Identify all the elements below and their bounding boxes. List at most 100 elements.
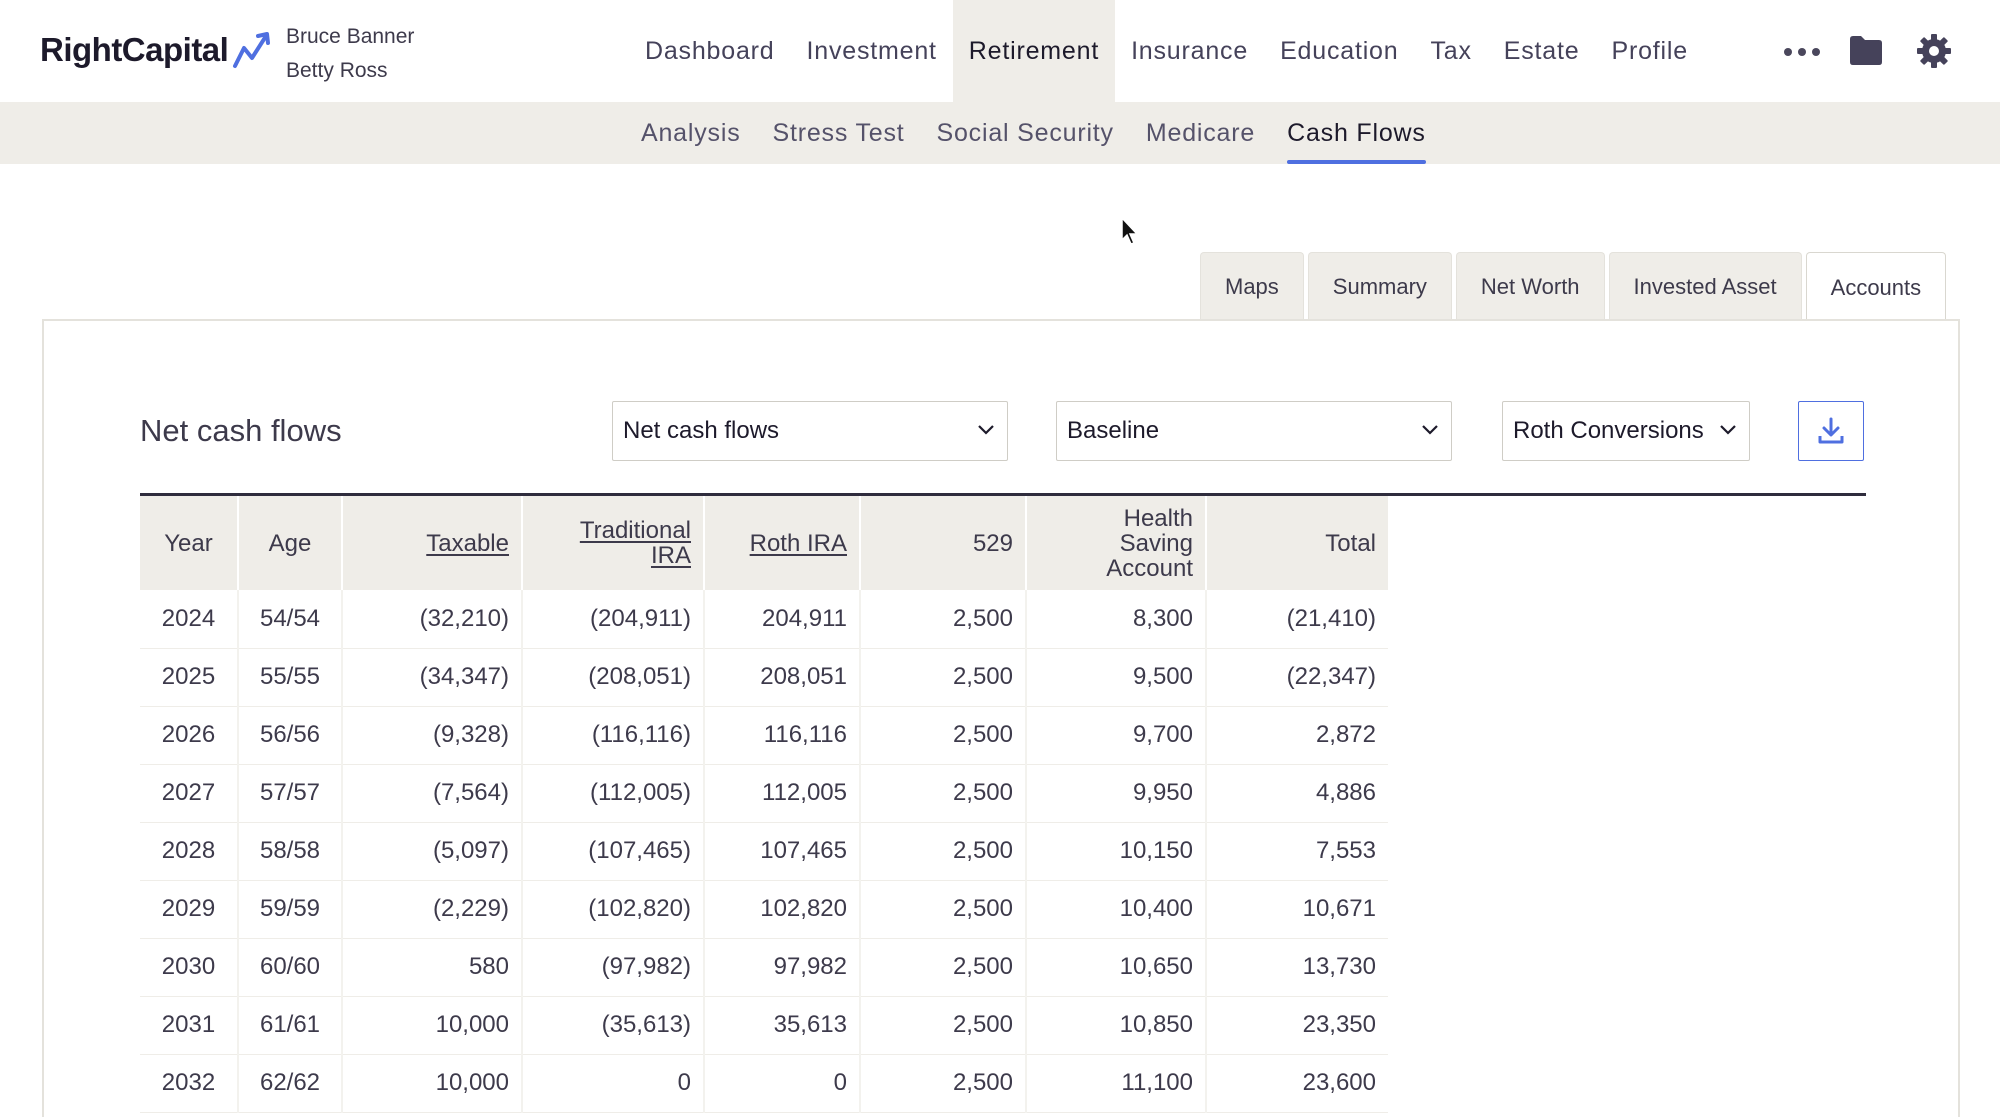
nav-dashboard[interactable]: Dashboard bbox=[645, 36, 775, 65]
strategy-select[interactable]: Roth Conversions bbox=[1502, 401, 1750, 461]
cell-total: (21,410) bbox=[1206, 590, 1388, 649]
nav-tax[interactable]: Tax bbox=[1430, 36, 1472, 65]
cell-hsa: 10,850 bbox=[1026, 996, 1207, 1055]
chevron-down-icon bbox=[978, 425, 994, 435]
client-names[interactable]: Bruce Banner Betty Ross bbox=[286, 20, 414, 88]
table-row: 2028 58/58 (5,097) (107,465) 107,465 2,5… bbox=[140, 822, 1388, 881]
cell-year: 2030 bbox=[140, 938, 239, 997]
col-year: Year bbox=[140, 496, 239, 590]
cell-roth-ira: 35,613 bbox=[704, 996, 861, 1055]
logo-text: RightCapital bbox=[40, 31, 229, 68]
subnav-stress-test[interactable]: Stress Test bbox=[772, 118, 905, 147]
subnav-cash-flows[interactable]: Cash Flows bbox=[1271, 102, 1442, 164]
sub-nav: Analysis Stress Test Social Security Med… bbox=[625, 102, 1442, 164]
cell-age: 62/62 bbox=[238, 1054, 343, 1113]
col-529: 529 bbox=[860, 496, 1027, 590]
subnav-analysis[interactable]: Analysis bbox=[641, 118, 741, 147]
table-row: 2027 57/57 (7,564) (112,005) 112,005 2,5… bbox=[140, 764, 1388, 823]
cell-529: 2,500 bbox=[860, 764, 1027, 823]
gear-icon[interactable] bbox=[1916, 33, 1952, 69]
cell-roth-ira: 97,982 bbox=[704, 938, 861, 997]
cell-traditional-ira: (112,005) bbox=[522, 764, 705, 823]
nav-retirement[interactable]: Retirement bbox=[952, 0, 1116, 102]
table-body: 2024 54/54 (32,210) (204,911) 204,911 2,… bbox=[140, 590, 1388, 1113]
cell-529: 2,500 bbox=[860, 880, 1027, 939]
cell-roth-ira: 112,005 bbox=[704, 764, 861, 823]
nav-insurance[interactable]: Insurance bbox=[1131, 36, 1249, 65]
nav-estate[interactable]: Estate bbox=[1503, 36, 1580, 65]
tab-invested-asset[interactable]: Invested Asset bbox=[1608, 252, 1802, 320]
tab-summary[interactable]: Summary bbox=[1307, 252, 1452, 320]
cell-total: 2,872 bbox=[1206, 706, 1388, 765]
cell-hsa: 9,700 bbox=[1026, 706, 1207, 765]
cell-age: 55/55 bbox=[238, 648, 343, 707]
cell-traditional-ira: (102,820) bbox=[522, 880, 705, 939]
cell-traditional-ira: (35,613) bbox=[522, 996, 705, 1055]
cell-roth-ira: 102,820 bbox=[704, 880, 861, 939]
panel-title: Net cash flows bbox=[140, 413, 342, 448]
chevron-down-icon bbox=[1720, 425, 1736, 435]
sub-header: Analysis Stress Test Social Security Med… bbox=[0, 102, 2000, 164]
cell-total: 23,350 bbox=[1206, 996, 1388, 1055]
cell-529: 2,500 bbox=[860, 996, 1027, 1055]
cell-roth-ira: 116,116 bbox=[704, 706, 861, 765]
cell-year: 2027 bbox=[140, 764, 239, 823]
rightcapital-logo[interactable]: RightCapital bbox=[40, 30, 276, 70]
cell-529: 2,500 bbox=[860, 648, 1027, 707]
cell-traditional-ira: (107,465) bbox=[522, 822, 705, 881]
nav-education[interactable]: Education bbox=[1280, 36, 1399, 65]
nav-investment[interactable]: Investment bbox=[806, 36, 937, 65]
cell-taxable: (34,347) bbox=[342, 648, 523, 707]
tab-maps[interactable]: Maps bbox=[1200, 252, 1304, 320]
cell-age: 59/59 bbox=[238, 880, 343, 939]
cash-flow-type-select[interactable]: Net cash flows bbox=[612, 401, 1008, 461]
cell-total: 7,553 bbox=[1206, 822, 1388, 881]
col-taxable[interactable]: Taxable bbox=[342, 496, 523, 590]
cell-year: 2029 bbox=[140, 880, 239, 939]
subnav-medicare[interactable]: Medicare bbox=[1145, 118, 1256, 147]
col-traditional-ira[interactable]: Traditional IRA bbox=[522, 496, 705, 590]
folder-icon[interactable] bbox=[1848, 33, 1884, 67]
more-icon[interactable] bbox=[1784, 48, 1820, 56]
table-header-row: Year Age Taxable Traditional IRA Roth IRA… bbox=[140, 496, 1388, 590]
cell-hsa: 10,150 bbox=[1026, 822, 1207, 881]
cell-age: 58/58 bbox=[238, 822, 343, 881]
tab-net-worth[interactable]: Net Worth bbox=[1455, 252, 1605, 320]
cell-529: 2,500 bbox=[860, 706, 1027, 765]
table-row: 2026 56/56 (9,328) (116,116) 116,116 2,5… bbox=[140, 706, 1388, 765]
col-roth-ira[interactable]: Roth IRA bbox=[704, 496, 861, 590]
cell-roth-ira: 107,465 bbox=[704, 822, 861, 881]
logo-arrow-icon bbox=[233, 32, 271, 68]
table-row: 2031 61/61 10,000 (35,613) 35,613 2,500 … bbox=[140, 996, 1388, 1055]
col-health-saving-account: Health Saving Account bbox=[1026, 496, 1207, 590]
download-button[interactable] bbox=[1798, 401, 1864, 461]
table-top-rule bbox=[140, 493, 1866, 496]
cell-total: 10,671 bbox=[1206, 880, 1388, 939]
cell-traditional-ira: (204,911) bbox=[522, 590, 705, 649]
subnav-social-security[interactable]: Social Security bbox=[936, 118, 1114, 147]
cell-529: 2,500 bbox=[860, 938, 1027, 997]
cell-taxable: (9,328) bbox=[342, 706, 523, 765]
nav-profile[interactable]: Profile bbox=[1611, 36, 1688, 65]
tab-accounts[interactable]: Accounts bbox=[1805, 252, 1947, 322]
cell-age: 54/54 bbox=[238, 590, 343, 649]
cell-hsa: 11,100 bbox=[1026, 1054, 1207, 1113]
cell-age: 60/60 bbox=[238, 938, 343, 997]
scenario-select[interactable]: Baseline bbox=[1056, 401, 1452, 461]
accounts-panel: Net cash flows Net cash flows Baseline R… bbox=[42, 319, 1960, 1117]
cell-hsa: 9,500 bbox=[1026, 648, 1207, 707]
scenario-value: Baseline bbox=[1067, 417, 1160, 444]
cell-hsa: 10,650 bbox=[1026, 938, 1207, 997]
cell-total: 4,886 bbox=[1206, 764, 1388, 823]
strategy-value: Roth Conversions bbox=[1513, 417, 1704, 444]
view-tabs: Maps Summary Net Worth Invested Asset Ac… bbox=[1200, 252, 1947, 322]
cell-year: 2032 bbox=[140, 1054, 239, 1113]
cell-roth-ira: 204,911 bbox=[704, 590, 861, 649]
main-nav: Dashboard Investment Retirement Insuranc… bbox=[629, 0, 1704, 102]
chevron-down-icon bbox=[1422, 425, 1438, 435]
cell-total: 23,600 bbox=[1206, 1054, 1388, 1113]
cell-traditional-ira: (208,051) bbox=[522, 648, 705, 707]
cell-roth-ira: 208,051 bbox=[704, 648, 861, 707]
cell-529: 2,500 bbox=[860, 590, 1027, 649]
cell-age: 57/57 bbox=[238, 764, 343, 823]
